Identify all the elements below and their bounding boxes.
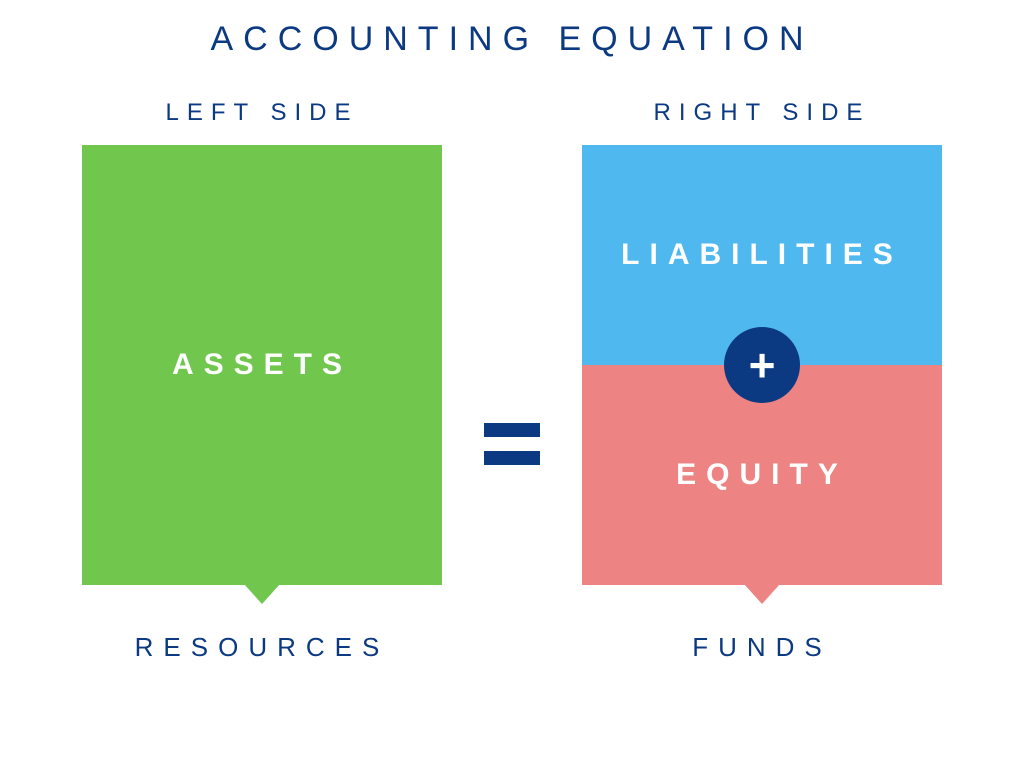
equals-bar-bottom — [484, 451, 540, 465]
right-pointer-icon — [744, 584, 780, 604]
left-side-label: LEFT SIDE — [166, 99, 359, 127]
assets-box: ASSETS — [82, 145, 442, 585]
right-side-label: RIGHT SIDE — [654, 99, 871, 127]
equity-label: EQUITY — [676, 458, 848, 492]
equals-icon — [484, 423, 540, 465]
main-title: ACCOUNTING EQUATION — [210, 20, 813, 59]
equals-bar-top — [484, 423, 540, 437]
equation-row: LEFT SIDE ASSETS RESOURCES RIGHT SIDE LI… — [40, 99, 984, 738]
right-bottom-label: FUNDS — [692, 632, 832, 663]
plus-icon: + — [749, 342, 776, 388]
left-bottom-label: RESOURCES — [135, 632, 390, 663]
equals-wrap — [442, 99, 582, 738]
left-pointer-icon — [244, 584, 280, 604]
right-column: RIGHT SIDE LIABILITIES EQUITY + FUNDS — [582, 99, 942, 738]
left-box-stack: ASSETS — [82, 145, 442, 585]
left-column: LEFT SIDE ASSETS RESOURCES — [82, 99, 442, 738]
liabilities-label: LIABILITIES — [621, 238, 903, 272]
plus-circle: + — [724, 327, 800, 403]
assets-label: ASSETS — [172, 348, 352, 382]
right-box-stack: LIABILITIES EQUITY + — [582, 145, 942, 585]
